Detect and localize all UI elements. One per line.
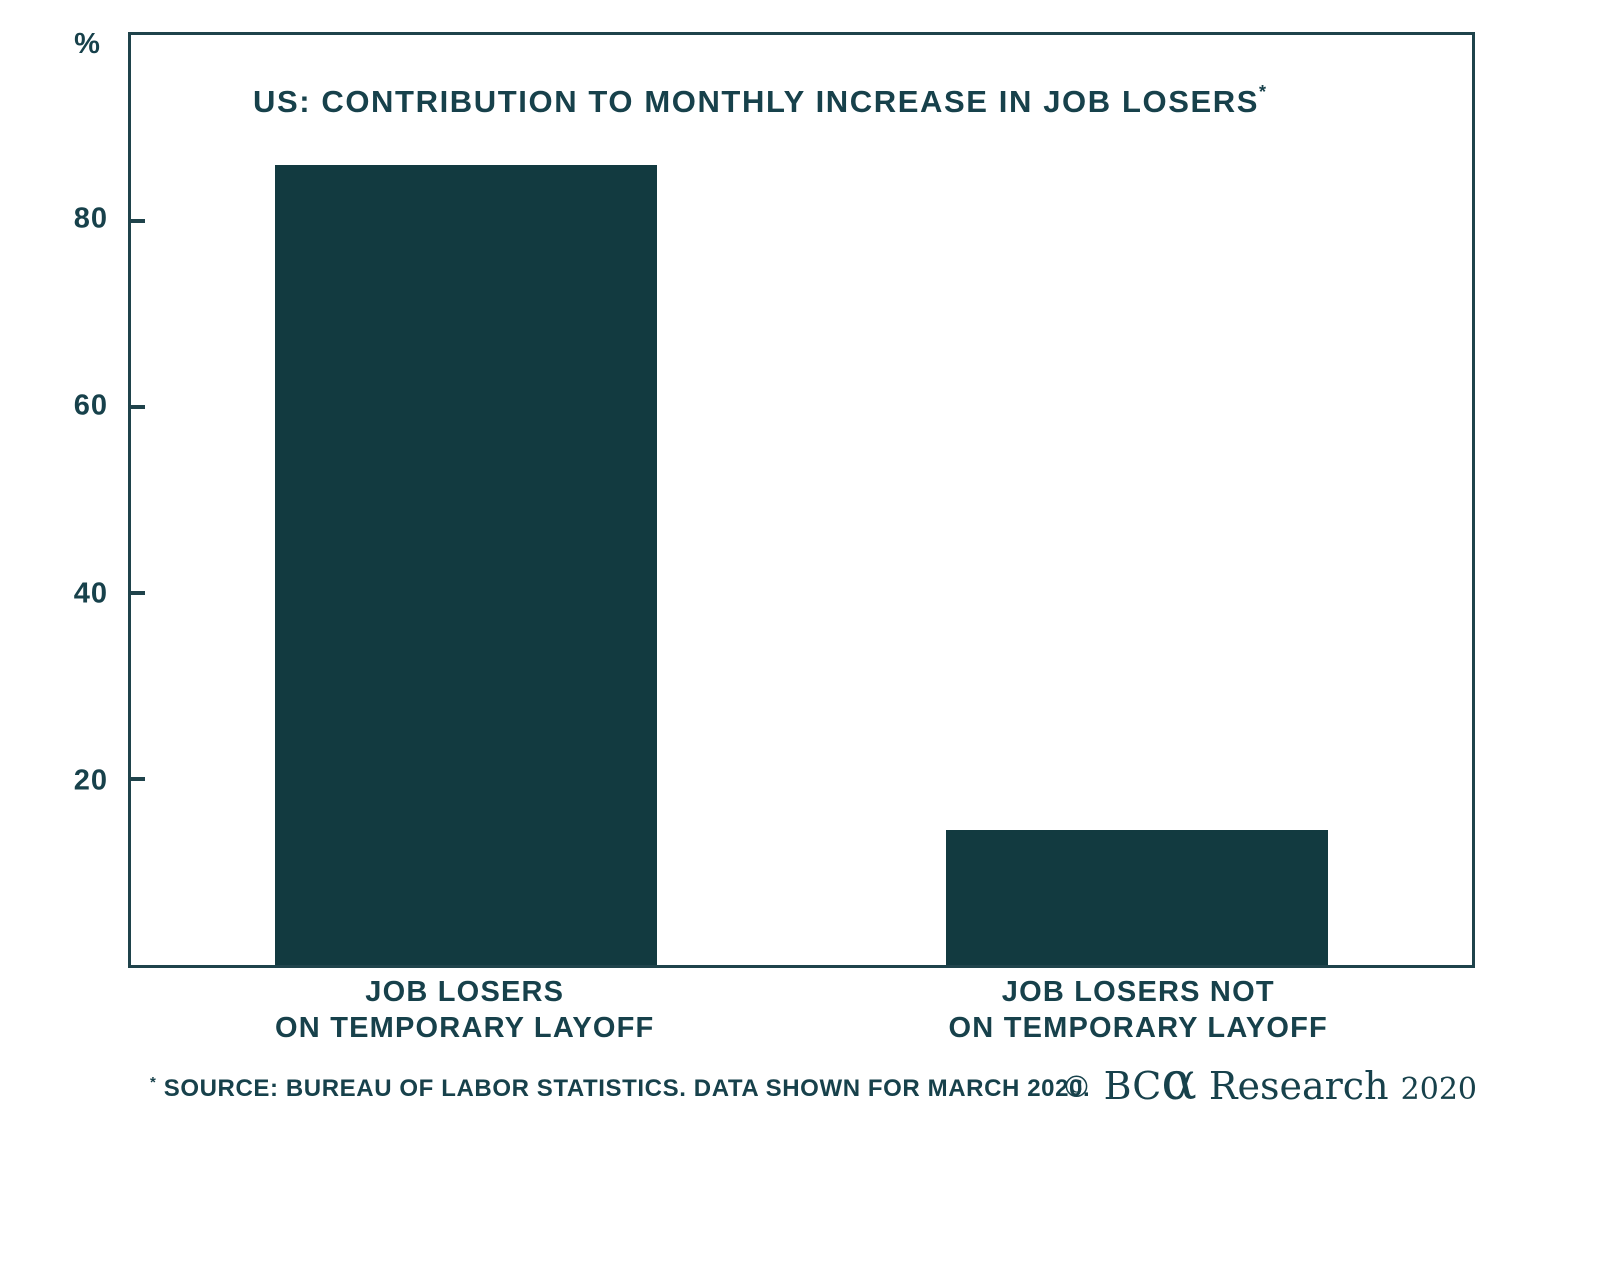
chart-title-text: US: CONTRIBUTION TO MONTHLY INCREASE IN … [252, 84, 1260, 119]
credit-year: 2020 [1400, 1072, 1477, 1107]
chart-title-asterisk: * [1259, 82, 1267, 102]
x-category-label: JOB LOSERS ON TEMPORARY LAYOFF [275, 974, 654, 1046]
brand-prefix: BC [1103, 1064, 1162, 1108]
y-axis-unit-label: % [74, 28, 100, 60]
footnote-text: SOURCE: BUREAU OF LABOR STATISTICS. DATA… [163, 1075, 1091, 1102]
brand-suffix: Research [1208, 1064, 1389, 1108]
y-tick-label: 20 [73, 764, 108, 797]
x-category-label-line: JOB LOSERS [365, 976, 565, 1008]
brand-alpha-glyph: α [1161, 1051, 1197, 1112]
copyright-icon: © [1061, 1070, 1092, 1105]
chart-title: US: CONTRIBUTION TO MONTHLY INCREASE IN … [89, 82, 1430, 120]
plot-area: US: CONTRIBUTION TO MONTHLY INCREASE IN … [128, 32, 1475, 968]
y-tick-mark [131, 591, 145, 595]
y-tick-label: 60 [73, 389, 108, 422]
source-footnote: * SOURCE: BUREAU OF LABOR STATISTICS. DA… [150, 1074, 1090, 1103]
y-tick-mark [131, 405, 145, 409]
x-axis-labels: JOB LOSERS ON TEMPORARY LAYOFF JOB LOSERS … [128, 974, 1475, 1054]
brand-credit: © BCα Research 2020 [1061, 1055, 1477, 1108]
y-tick-label: 40 [73, 577, 108, 610]
footnote-asterisk: * [150, 1074, 157, 1091]
x-category-label-line: ON TEMPORARY LAYOFF [275, 1012, 655, 1044]
x-category-label: JOB LOSERS NOT ON TEMPORARY LAYOFF [949, 974, 1328, 1046]
y-tick-mark [131, 777, 145, 781]
x-category-label-line: ON TEMPORARY LAYOFF [948, 1012, 1328, 1044]
brand-name: BCα [1103, 1055, 1197, 1108]
bar-2 [945, 830, 1328, 965]
x-category-label-line: JOB LOSERS NOT [1001, 976, 1275, 1008]
y-axis-gutter: 20 40 60 80 [0, 32, 108, 968]
bar-1 [275, 165, 658, 965]
y-tick-label: 80 [73, 202, 108, 235]
y-tick-mark [131, 219, 145, 223]
